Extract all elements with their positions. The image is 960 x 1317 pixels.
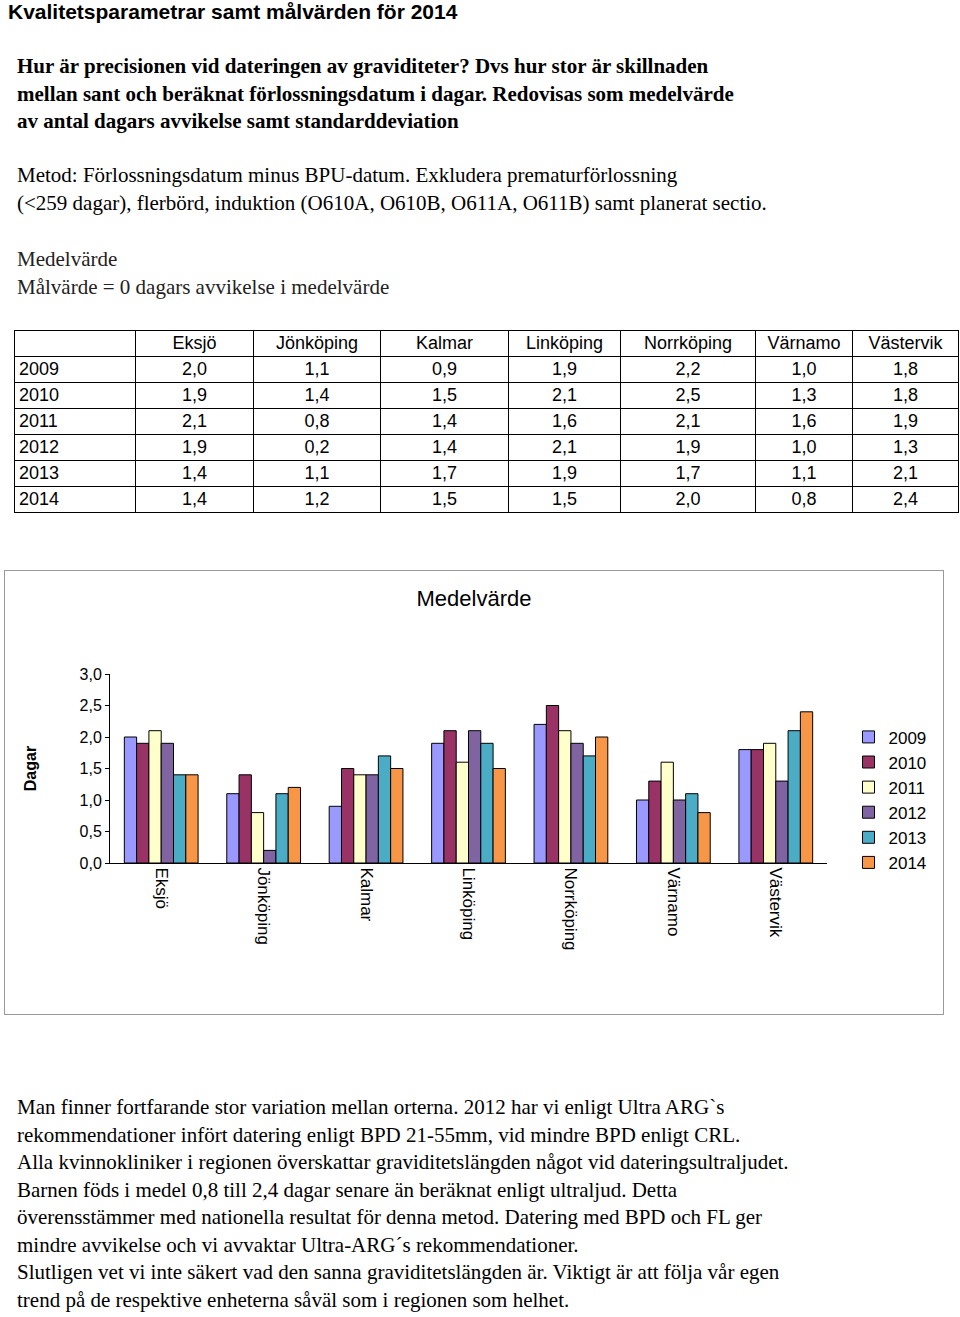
html-text:Hur är precisionen vid daterin: Hur är precisionen vid dateringen av gra… <box>17 54 709 78</box>
svg-text:Dagar: Dagar <box>22 746 39 791</box>
html-text:Kalmar: Kalmar <box>416 333 473 353</box>
html-text:Alla kvinnokliniker i regionen: Alla kvinnokliniker i regionen överskatt… <box>17 1150 789 1174</box>
html-text:2,1: 2,1 <box>552 437 577 457</box>
svg-text:Eksjö: Eksjö <box>152 867 171 909</box>
html-text:1,0: 1,0 <box>791 359 817 379</box>
html-text:Norrköping: Norrköping <box>644 333 732 353</box>
html-text:1,9: 1,9 <box>552 463 577 483</box>
svg-text:Linköping: Linköping <box>459 867 478 940</box>
svg-text:2010: 2010 <box>889 754 927 773</box>
html-text:1,7: 1,7 <box>432 463 457 483</box>
html-text:1,6: 1,6 <box>552 411 577 431</box>
html-text:0,8: 0,8 <box>304 411 330 431</box>
svg-text:2011: 2011 <box>889 779 926 798</box>
html-text:0,8: 0,8 <box>791 489 817 509</box>
html-text:2011: 2011 <box>19 411 58 431</box>
svg-text:1,0: 1,0 <box>80 792 102 809</box>
html-text:1,6: 1,6 <box>791 411 817 431</box>
html-text:1,9: 1,9 <box>675 437 701 457</box>
html-text:Målvärde = 0 dagars avvikelse: Målvärde = 0 dagars avvikelse i medelvär… <box>17 275 390 299</box>
html-text:1,9: 1,9 <box>552 359 577 379</box>
html-text:2,1: 2,1 <box>675 411 701 431</box>
svg-text:Norrköping: Norrköping <box>561 867 580 950</box>
html-text:2,4: 2,4 <box>893 489 918 509</box>
svg-text:Västervik: Västervik <box>766 867 785 937</box>
html-text:rekommendationer infört dateri: rekommendationer infört datering enligt … <box>17 1122 741 1147</box>
html-text:1,3: 1,3 <box>893 437 918 457</box>
svg-text:2,0: 2,0 <box>80 729 102 746</box>
html-text:1,4: 1,4 <box>182 489 207 509</box>
html-text:1,4: 1,4 <box>182 463 207 483</box>
html-text:1,5: 1,5 <box>432 385 457 405</box>
html-text:1,1: 1,1 <box>304 359 330 379</box>
html-text:2,1: 2,1 <box>552 385 577 405</box>
html-text:2,1: 2,1 <box>893 463 918 483</box>
svg-text:2012: 2012 <box>889 804 927 823</box>
html-text:1,4: 1,4 <box>432 437 457 457</box>
html-text:1,5: 1,5 <box>552 489 577 509</box>
html-text:2014: 2014 <box>19 489 59 509</box>
html-text:2009: 2009 <box>19 359 59 379</box>
html-text:2012: 2012 <box>19 437 59 457</box>
html-text:2,5: 2,5 <box>675 385 701 405</box>
html-text:1,5: 1,5 <box>432 489 457 509</box>
svg-text:Medelvärde: Medelvärde <box>417 586 532 611</box>
svg-text:Jönköping: Jönköping <box>254 867 273 945</box>
svg-text:2014: 2014 <box>889 854 927 873</box>
html-text:Eksjö: Eksjö <box>172 333 217 353</box>
html-text:1,8: 1,8 <box>893 359 918 379</box>
html-text:1,0: 1,0 <box>791 437 817 457</box>
svg-text:0,0: 0,0 <box>80 855 102 872</box>
svg-text:0,5: 0,5 <box>80 823 102 840</box>
svg-text:2009: 2009 <box>889 729 927 748</box>
html-text:1,7: 1,7 <box>675 463 701 483</box>
html-text:0,9: 0,9 <box>432 359 457 379</box>
html-text:av antal dagars avvikelse samt: av antal dagars avvikelse samt standardd… <box>17 109 459 133</box>
html-text:mellan sant och beräknat förlo: mellan sant och beräknat förlossningsdat… <box>17 81 734 106</box>
html-text:1,9: 1,9 <box>182 385 207 405</box>
svg-text:3,0: 3,0 <box>80 666 102 683</box>
html-text:2010: 2010 <box>19 385 59 405</box>
html-text:1,9: 1,9 <box>182 437 207 457</box>
html-text:2,0: 2,0 <box>182 359 207 379</box>
svg-text:Värnamo: Värnamo <box>664 867 683 936</box>
svg-text:1,5: 1,5 <box>80 760 102 777</box>
html-text:(<259 dagar), flerbörd, indukt: (<259 dagar), flerbörd, induktion (O610A… <box>17 190 767 215</box>
html-text:Slutligen vet vi inte säkert v: Slutligen vet vi inte säkert vad den san… <box>17 1260 780 1284</box>
html-text:2,2: 2,2 <box>675 359 701 379</box>
html-text:mindre avvikelse och vi avvakt: mindre avvikelse och vi avvaktar Ultra-A… <box>17 1232 579 1257</box>
html-text:överensstämmer med nationella: överensstämmer med nationella resultat f… <box>17 1205 763 1229</box>
html-text:Barnen föds i medel 0,8 till 2: Barnen föds i medel 0,8 till 2,4 dagar s… <box>17 1177 678 1202</box>
html-text:Medelvärde: Medelvärde <box>17 247 118 271</box>
html-text:trend på de respektive enheter: trend på de respektive enheterna såväl s… <box>17 1287 570 1312</box>
html-text:Man finner fortfarande stor va: Man finner fortfarande stor variation me… <box>17 1095 725 1119</box>
html-text:1,2: 1,2 <box>304 489 330 509</box>
html-text:1,9: 1,9 <box>893 411 918 431</box>
html-text:1,1: 1,1 <box>791 463 817 483</box>
html-text:Linköping: Linköping <box>526 333 603 353</box>
html-text:Jönköping: Jönköping <box>276 333 358 353</box>
html-text:1,8: 1,8 <box>893 385 918 405</box>
html-text:2,0: 2,0 <box>675 489 701 509</box>
html-text:1,1: 1,1 <box>304 463 330 483</box>
html-text:Metod: Förlossningsdatum minus: Metod: Förlossningsdatum minus BPU-datum… <box>17 163 678 187</box>
html-text:0,2: 0,2 <box>304 437 330 457</box>
html-text:1,4: 1,4 <box>304 385 330 405</box>
svg-text:2013: 2013 <box>889 829 927 848</box>
html-text:1,3: 1,3 <box>791 385 817 405</box>
html-text:Värnamo: Värnamo <box>767 333 841 353</box>
svg-text:2,5: 2,5 <box>80 697 102 714</box>
html-text:2,1: 2,1 <box>182 411 207 431</box>
html-text:1,4: 1,4 <box>432 411 457 431</box>
html-text:Kvalitetsparametrar samt målvä: Kvalitetsparametrar samt målvärden för 2… <box>8 0 458 23</box>
html-text:2013: 2013 <box>19 463 59 483</box>
svg-text:Kalmar: Kalmar <box>357 867 376 921</box>
html-text:Västervik: Västervik <box>868 333 943 353</box>
